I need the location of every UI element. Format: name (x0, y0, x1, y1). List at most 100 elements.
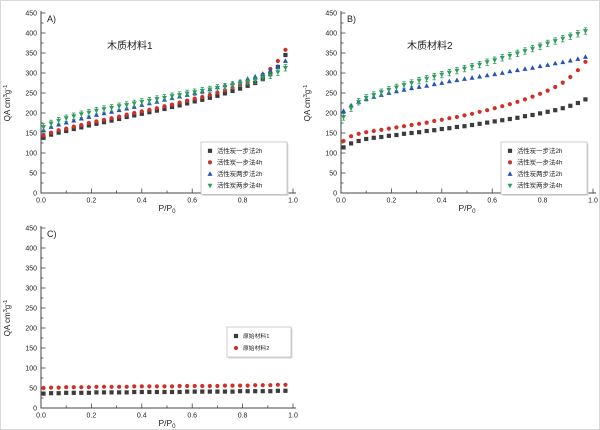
marker-circle (215, 383, 220, 389)
marker-circle (154, 384, 160, 389)
marker-square (185, 389, 190, 394)
marker-circle (56, 385, 61, 390)
y-ticks: 0 50 100 150 200 250 300 350 400 450 (25, 225, 46, 412)
marker-circle (260, 383, 265, 388)
x-tick-label: 0.2 (87, 198, 97, 205)
marker-triangle-down (275, 70, 281, 75)
marker-triangle-up (507, 68, 513, 74)
marker-circle (545, 88, 550, 93)
y-tick-label: 0 (33, 190, 37, 197)
marker-triangle-down (260, 75, 266, 81)
y-tick-label: 250 (325, 90, 337, 97)
marker-triangle-down (41, 125, 47, 130)
marker-circle (233, 345, 239, 351)
x-tick-label: 0.0 (36, 413, 46, 420)
marker-square (124, 114, 129, 120)
marker-circle (447, 116, 452, 121)
marker-circle (477, 109, 482, 114)
x-tick-label: 0.0 (36, 198, 46, 205)
marker-square (192, 99, 197, 104)
marker-circle (200, 383, 205, 389)
legend-item: 活性炭两步法4h (507, 181, 563, 190)
marker-triangle-down (214, 85, 220, 91)
y-tick-label: 100 (25, 365, 37, 372)
marker-square (245, 83, 250, 88)
marker-triangle-down (109, 105, 115, 111)
marker-triangle-down (207, 183, 213, 189)
marker-circle (41, 385, 46, 391)
y-tick-label: 200 (325, 110, 337, 117)
marker-circle (200, 94, 205, 100)
marker-square (101, 390, 107, 395)
marker-circle (162, 104, 167, 109)
x-tick-label: 0.8 (238, 198, 248, 205)
marker-triangle-down (461, 66, 467, 72)
y-ticks: 0 50 100 150 200 250 300 350 400 450 (25, 10, 46, 197)
marker-square (222, 389, 228, 394)
marker-circle (109, 116, 114, 121)
marker-triangle-up (552, 60, 558, 66)
marker-triangle-down (522, 49, 528, 54)
marker-circle (522, 97, 528, 102)
x-axis-label: P/P0 (458, 203, 476, 215)
marker-square (139, 389, 144, 395)
x-ticks: 0.0 0.2 0.4 0.6 0.8 1.0 (336, 188, 598, 205)
chart-title: 木质材料1 (107, 39, 153, 52)
x-axis-label: P/P0 (158, 203, 176, 215)
series-1 (41, 47, 288, 138)
marker-square (260, 389, 265, 394)
marker-triangle-down (101, 107, 107, 112)
legend-frame (226, 326, 292, 358)
marker-triangle-down (499, 55, 505, 61)
marker-triangle-down (371, 93, 377, 98)
marker-triangle-down (492, 58, 498, 63)
marker-circle (424, 120, 429, 125)
series-3 (41, 64, 288, 131)
marker-square (568, 103, 573, 108)
x-ticks: 0.0 0.2 0.4 0.6 0.8 1.0 (36, 403, 298, 420)
marker-square (154, 108, 160, 113)
marker-square (268, 389, 273, 394)
y-tick-label: 100 (325, 150, 337, 157)
marker-circle (348, 134, 354, 139)
y-ticks: 0 50 100 150 200 250 300 350 400 450 (325, 10, 346, 197)
marker-triangle-up (545, 62, 551, 67)
marker-circle (139, 384, 144, 389)
marker-square (575, 100, 580, 106)
marker-square (117, 390, 122, 395)
marker-square (56, 391, 61, 396)
legend-label: 活性炭一步法4h (217, 157, 263, 166)
marker-triangle-down (78, 112, 84, 117)
marker-circle (94, 384, 99, 389)
marker-square (492, 119, 497, 124)
marker-square (237, 389, 243, 394)
y-tick-label: 450 (325, 10, 337, 17)
marker-square (530, 112, 535, 118)
marker-triangle-up (341, 108, 347, 113)
marker-triangle-down (424, 76, 430, 82)
y-tick-label: 150 (25, 345, 37, 352)
marker-triangle-up (537, 63, 543, 69)
marker-triangle-down (192, 90, 198, 95)
legend-label: 活性炭一步法2h (217, 146, 263, 155)
marker-circle (207, 160, 213, 165)
marker-square (154, 389, 160, 395)
marker-square (41, 135, 46, 140)
legend-label: 原始材料1 (243, 332, 269, 340)
marker-square (147, 110, 152, 115)
marker-circle (283, 47, 288, 52)
marker-triangle-up (431, 81, 437, 87)
marker-square (341, 145, 346, 150)
y-tick-label: 50 (29, 385, 37, 392)
marker-triangle-up (560, 59, 566, 65)
marker-triangle-down (537, 44, 543, 49)
legend-label: 活性炭一步法4h (517, 157, 563, 166)
marker-circle (185, 383, 190, 389)
marker-circle (485, 108, 490, 113)
marker-circle (94, 119, 99, 124)
marker-triangle-up (492, 71, 498, 77)
x-tick-label: 0.6 (187, 198, 197, 205)
marker-triangle-down (63, 116, 69, 121)
marker-circle (117, 114, 122, 119)
marker-triangle-down (477, 62, 483, 68)
